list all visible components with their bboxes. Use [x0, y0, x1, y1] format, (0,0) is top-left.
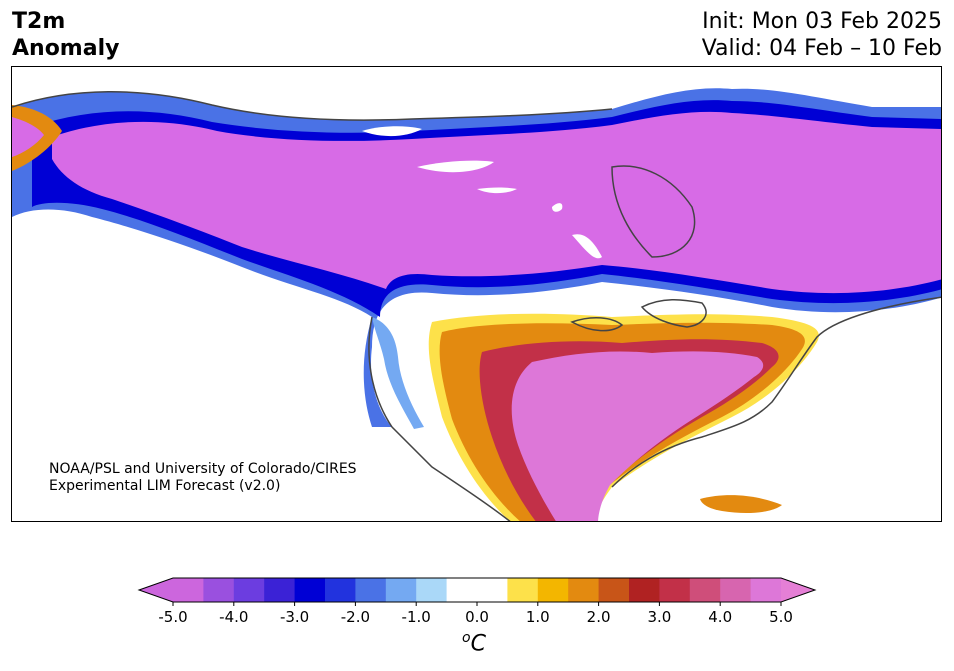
units-base: C	[470, 631, 486, 657]
lakes	[362, 126, 602, 259]
anomaly-caribbean	[700, 495, 782, 513]
anomaly-map	[11, 66, 942, 522]
colorbar-segment	[203, 578, 235, 602]
colorbar-segment	[416, 578, 448, 602]
colorbar: -5.0 -4.0 -3.0 -2.0 -1.0 0.0 1.0 2.0 3.0 4.0 5.0	[137, 577, 817, 626]
credit-line-1: NOAA/PSL and University of Colorado/CIRE…	[49, 461, 357, 477]
colorbar-segment	[689, 578, 721, 602]
colorbar-tick-label: -5.0	[158, 608, 187, 626]
anomaly-cold-core	[52, 111, 941, 294]
colorbar-max-arrow	[781, 578, 815, 602]
colorbar-segment	[294, 578, 326, 602]
anomaly-warm-core	[511, 351, 764, 521]
colorbar-segment	[385, 578, 417, 602]
colorbar-segment	[750, 578, 782, 602]
colorbar-segment	[598, 578, 630, 602]
colorbar-tick-label: -2.0	[341, 608, 370, 626]
colorbar-segment	[659, 578, 691, 602]
map-title: T2m Anomaly	[12, 8, 119, 62]
valid-range: Valid: 04 Feb – 10 Feb	[701, 36, 942, 61]
colorbar-segment	[355, 578, 387, 602]
colorbar-min-arrow	[139, 578, 173, 602]
colorbar-segment	[173, 578, 204, 602]
colorbar-segment	[629, 578, 660, 602]
colorbar-segment	[720, 578, 752, 602]
colorbar-tick-label: 5.0	[769, 608, 793, 626]
colorbar-tick-label: 3.0	[647, 608, 671, 626]
credit-line-2: Experimental LIM Forecast (v2.0)	[49, 478, 281, 494]
init-date: Init: Mon 03 Feb 2025	[702, 9, 942, 34]
credit-text: NOAA/PSL and University of Colorado/CIRE…	[49, 461, 357, 495]
colorbar-segment	[264, 578, 296, 602]
colorbar-tick-label: 2.0	[587, 608, 611, 626]
colorbar-segment	[325, 578, 356, 602]
colorbar-tick-label: 0.0	[465, 608, 489, 626]
colorbar-tick-label: 1.0	[526, 608, 550, 626]
colorbar-segment	[568, 578, 600, 602]
units-degree: o	[462, 630, 471, 646]
forecast-dates: Init: Mon 03 Feb 2025 Valid: 04 Feb – 10…	[702, 8, 942, 62]
map-canvas	[12, 88, 941, 521]
colorbar-segment	[507, 578, 539, 602]
colorbar-segment	[537, 578, 569, 602]
title-line-1: T2m	[12, 9, 66, 34]
colorbar-segment	[446, 578, 478, 602]
colorbar-segment	[477, 578, 508, 602]
colorbar-tick-label: 4.0	[708, 608, 732, 626]
colorbar-tick-label: -3.0	[280, 608, 309, 626]
anomaly-cool-westcoast	[372, 317, 424, 429]
colorbar-tick-label: -4.0	[219, 608, 248, 626]
colorbar-units: oC	[462, 630, 486, 656]
title-line-2: Anomaly	[12, 36, 120, 61]
coastlines	[12, 91, 941, 521]
colorbar-tick-label: -1.0	[402, 608, 431, 626]
colorbar-segment	[233, 578, 265, 602]
